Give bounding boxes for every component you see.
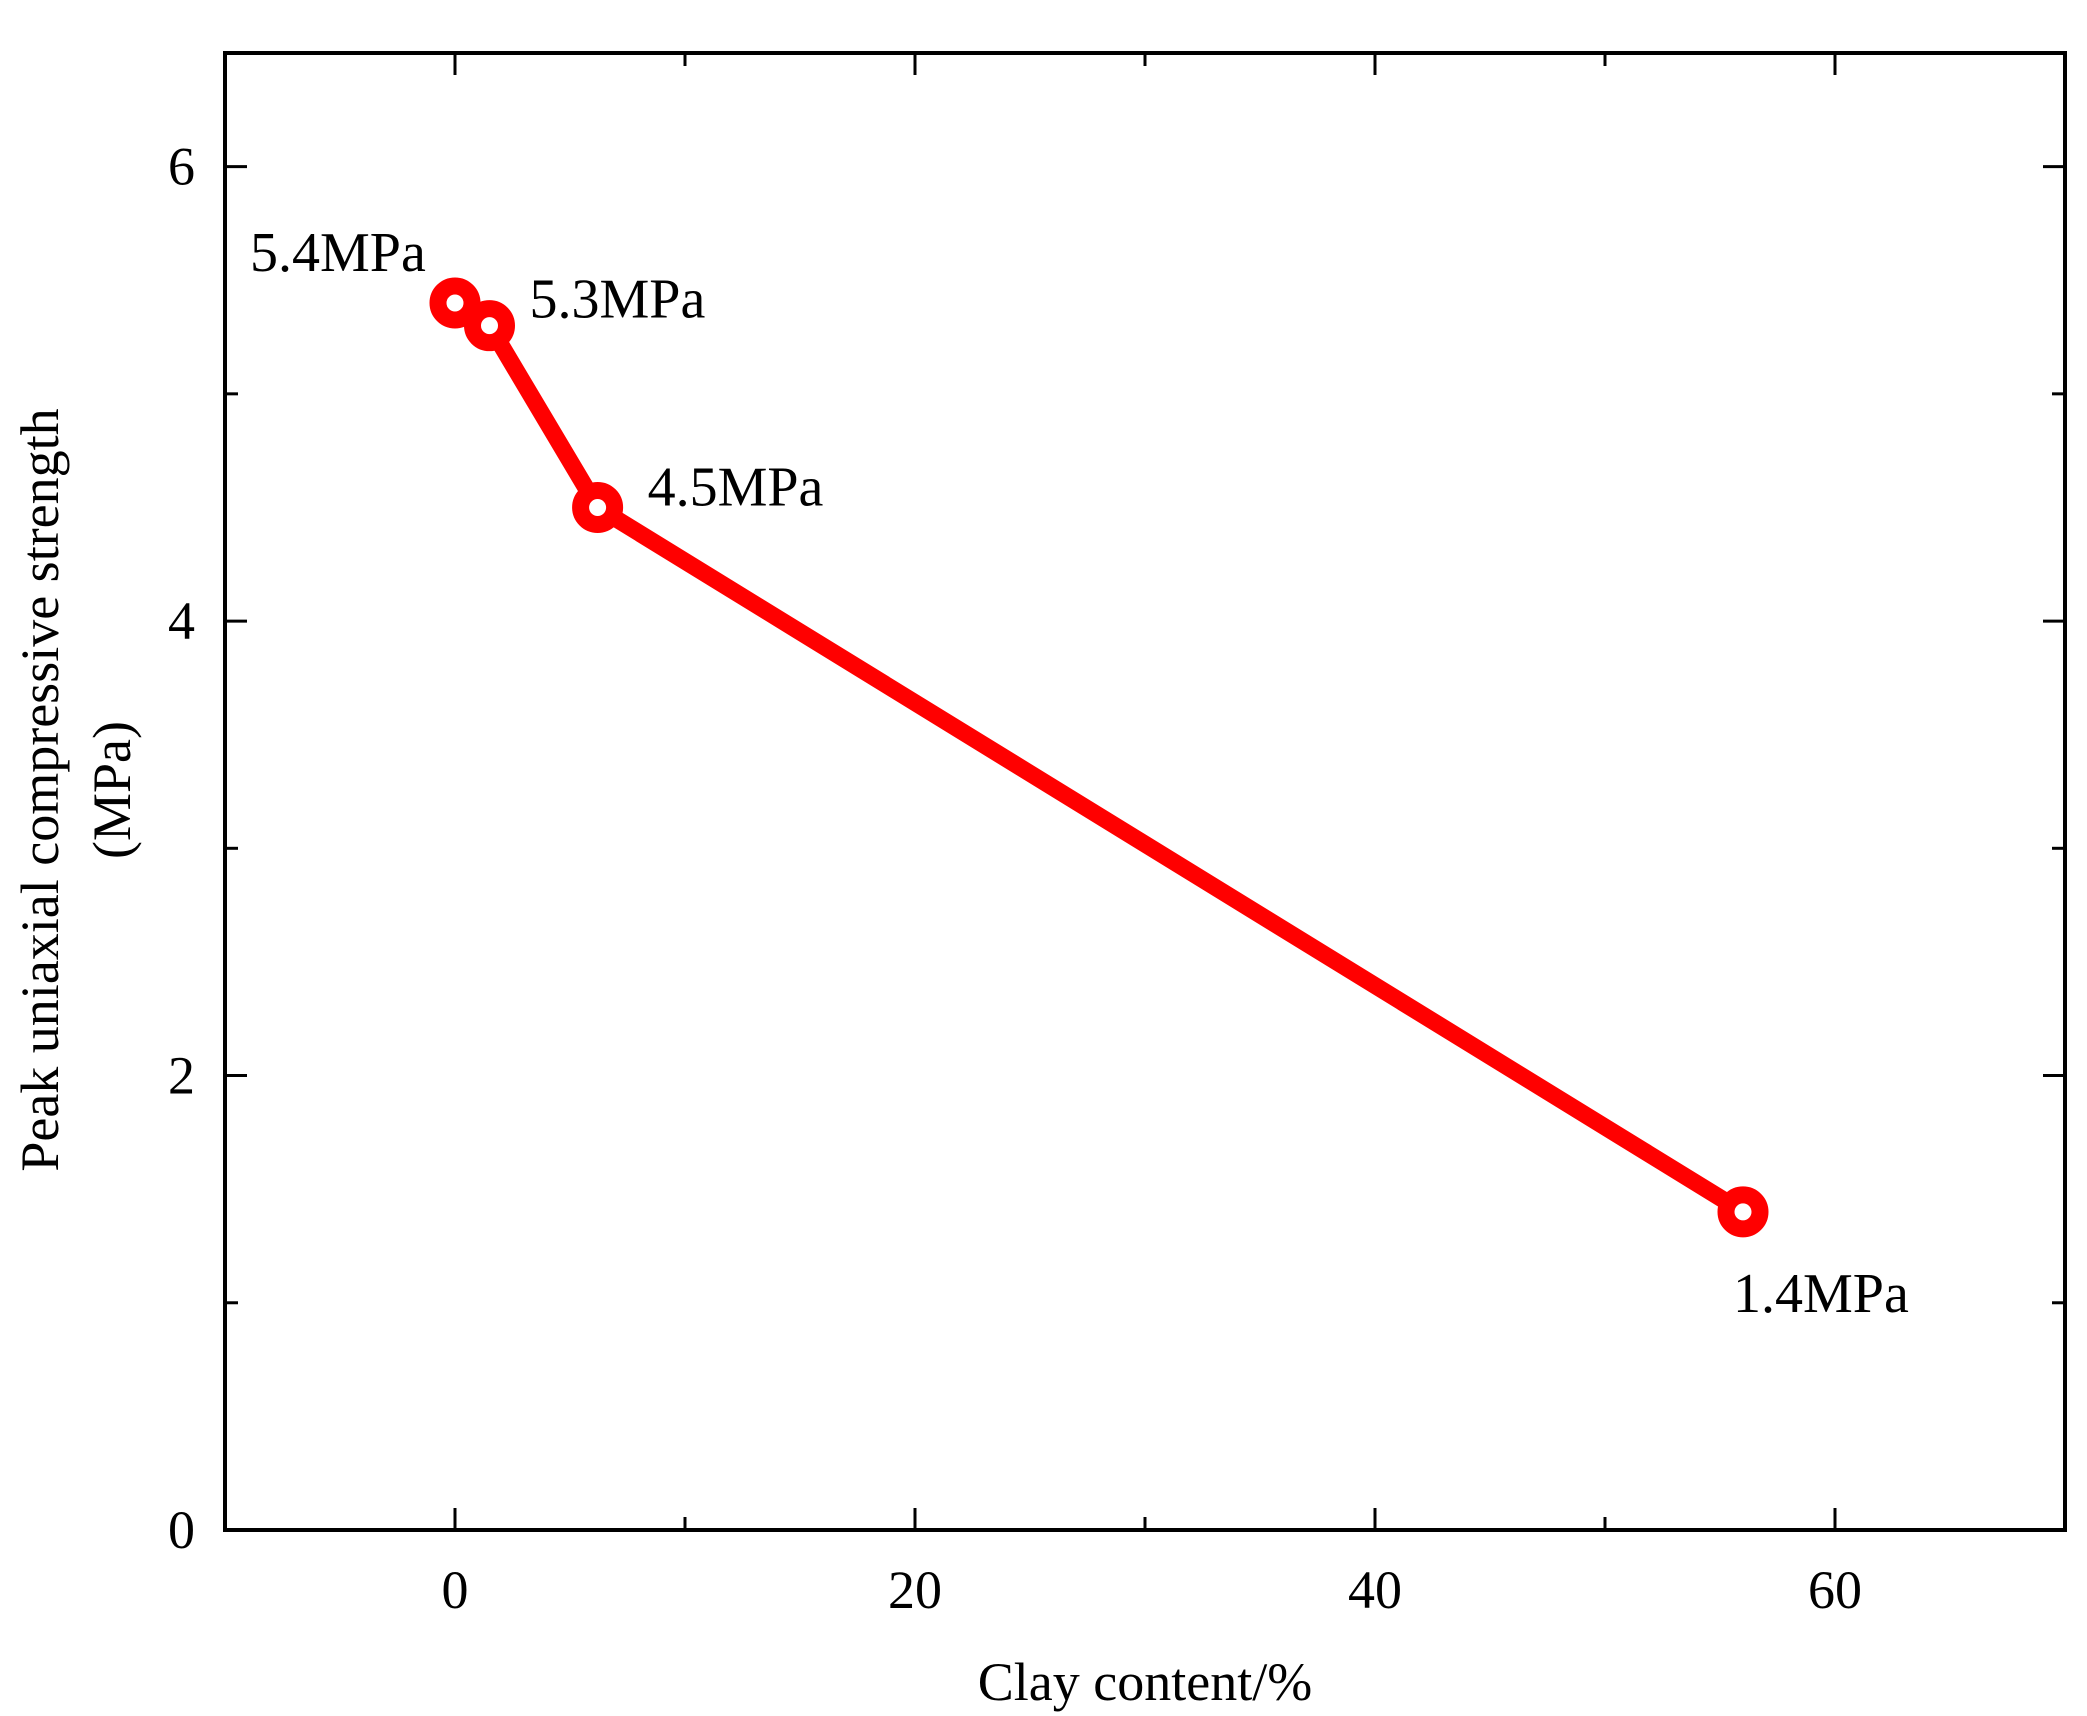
data-point-marker — [572, 481, 624, 533]
y-axis-title-line-1: Peak uniaxial compressive strength — [10, 408, 70, 1171]
x-tick-label: 60 — [1808, 1560, 1862, 1620]
x-tick-label: 20 — [888, 1560, 942, 1620]
y-tick-label: 6 — [168, 137, 195, 197]
data-label: 5.4MPa — [250, 222, 426, 284]
data-label: 5.3MPa — [530, 269, 706, 331]
y-tick-label: 2 — [168, 1046, 195, 1106]
data-points — [429, 277, 1769, 1238]
x-tick-label: 40 — [1348, 1560, 1402, 1620]
y-tick-label: 4 — [168, 591, 195, 651]
data-point-marker — [464, 300, 515, 352]
data-label: 1.4MPa — [1733, 1263, 1909, 1325]
axis-tick-labels: 0 20 40 60 0 2 4 6 — [168, 137, 1862, 1620]
data-series — [446, 294, 1752, 1221]
data-point-marker — [1717, 1186, 1769, 1238]
data-label: 4.5MPa — [648, 456, 824, 518]
x-axis-title: Clay content/% — [978, 1652, 1312, 1712]
x-tick-label: 0 — [442, 1560, 469, 1620]
y-tick-label: 0 — [168, 1500, 195, 1560]
series-line — [446, 294, 1752, 1221]
data-labels: 5.4MPa 5.3MPa 4.5MPa 1.4MPa — [250, 222, 1909, 1325]
y-axis-title-line-2: (MPa) — [82, 721, 142, 859]
data-point-marker — [429, 277, 481, 329]
axis-ticks — [225, 53, 2065, 1532]
